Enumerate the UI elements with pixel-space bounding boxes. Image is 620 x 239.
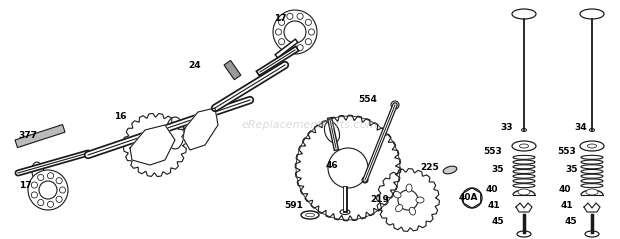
Text: 40A: 40A	[458, 194, 478, 202]
Text: 16: 16	[113, 112, 126, 120]
Circle shape	[462, 188, 482, 208]
Polygon shape	[130, 125, 175, 165]
Ellipse shape	[32, 162, 44, 182]
Polygon shape	[584, 203, 600, 212]
Circle shape	[398, 190, 418, 210]
Ellipse shape	[580, 9, 604, 19]
Circle shape	[273, 10, 317, 54]
Ellipse shape	[512, 9, 536, 19]
Ellipse shape	[306, 213, 314, 217]
Text: 41: 41	[560, 201, 574, 210]
Circle shape	[328, 148, 368, 188]
Text: eReplacementParts.com: eReplacementParts.com	[242, 120, 378, 130]
Circle shape	[391, 101, 399, 109]
Ellipse shape	[301, 211, 319, 219]
Ellipse shape	[340, 210, 350, 214]
Ellipse shape	[512, 141, 536, 151]
Ellipse shape	[406, 184, 412, 192]
Text: 34: 34	[575, 124, 587, 132]
Circle shape	[39, 181, 57, 199]
Text: 41: 41	[488, 201, 500, 210]
Circle shape	[362, 177, 368, 183]
Ellipse shape	[586, 189, 598, 195]
Text: 45: 45	[565, 217, 577, 226]
Text: 40: 40	[485, 185, 498, 194]
Ellipse shape	[416, 197, 424, 203]
Text: 554: 554	[358, 96, 378, 104]
Text: 17: 17	[19, 180, 32, 190]
Ellipse shape	[580, 141, 604, 151]
Circle shape	[28, 170, 68, 210]
Text: 45: 45	[492, 217, 504, 226]
Ellipse shape	[585, 231, 599, 237]
Ellipse shape	[517, 231, 531, 237]
Text: 24: 24	[188, 60, 202, 70]
Circle shape	[284, 21, 306, 43]
Text: 35: 35	[565, 165, 578, 174]
Ellipse shape	[166, 117, 184, 149]
Text: 17: 17	[273, 13, 286, 22]
Text: 33: 33	[501, 124, 513, 132]
Text: 591: 591	[285, 201, 303, 210]
Text: 225: 225	[420, 163, 440, 173]
Polygon shape	[516, 203, 532, 212]
Ellipse shape	[590, 129, 595, 131]
Text: 35: 35	[492, 165, 504, 174]
Ellipse shape	[521, 129, 526, 131]
Circle shape	[145, 135, 165, 155]
Polygon shape	[183, 108, 218, 150]
Bar	[224, 60, 241, 80]
Text: 46: 46	[326, 161, 339, 169]
Text: 377: 377	[19, 131, 37, 141]
Ellipse shape	[394, 191, 401, 198]
Ellipse shape	[396, 205, 403, 212]
Ellipse shape	[409, 207, 415, 215]
Text: 40: 40	[559, 185, 571, 194]
Text: 553: 553	[484, 147, 502, 156]
Bar	[15, 125, 65, 148]
Text: 553: 553	[557, 147, 577, 156]
Ellipse shape	[443, 166, 457, 174]
Ellipse shape	[324, 121, 340, 143]
Ellipse shape	[518, 189, 530, 195]
Ellipse shape	[520, 144, 528, 148]
Text: 219: 219	[371, 196, 389, 205]
Ellipse shape	[588, 144, 596, 148]
